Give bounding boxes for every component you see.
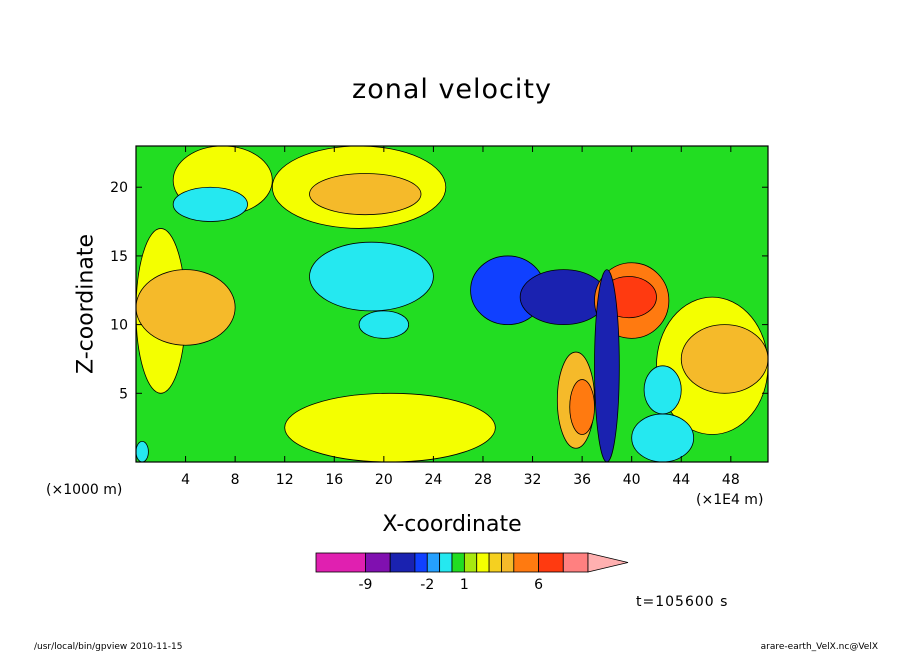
- y-tick-label: 10: [110, 318, 128, 334]
- velocity-region: [519, 269, 608, 326]
- y-tick-label: 5: [119, 386, 128, 402]
- x-tick-label: 12: [276, 472, 294, 488]
- colorbar-swatch: [439, 552, 453, 573]
- x-unit-label-left: (×1000 m): [46, 482, 123, 498]
- colorbar-label: 6: [534, 577, 543, 593]
- y-axis-label: Z-coordinate: [73, 234, 99, 374]
- x-axis-label: X-coordinate: [382, 512, 522, 537]
- time-annotation: t=105600 s: [636, 594, 729, 610]
- velocity-region: [136, 269, 236, 346]
- plot-frame: [135, 145, 769, 463]
- colorbar-swatch: [562, 552, 589, 573]
- plot-area: [135, 145, 769, 463]
- x-tick-label: 44: [672, 472, 690, 488]
- colorbar-swatch: [389, 552, 416, 573]
- colorbar-swatch: [451, 552, 465, 573]
- velocity-region: [680, 324, 768, 394]
- x-tick-label: 28: [474, 472, 492, 488]
- colorbar-swatch: [463, 552, 478, 573]
- footer-command: /usr/local/bin/gpview 2010-11-15: [34, 642, 183, 652]
- colorbar-swatch: [315, 552, 366, 573]
- colorbar-swatch: [513, 552, 539, 573]
- velocity-region: [172, 186, 248, 222]
- velocity-region: [569, 379, 595, 435]
- x-tick-label: 20: [375, 472, 393, 488]
- velocity-region: [309, 241, 434, 312]
- colorbar-swatch: [365, 552, 391, 573]
- velocity-region: [643, 365, 682, 415]
- colorbar-swatch: [501, 552, 515, 573]
- colorbar-swatch: [488, 552, 502, 573]
- y-tick-label: 15: [110, 249, 128, 265]
- colorbar: -9 -2 1 6: [315, 552, 629, 593]
- x-tick-label: 8: [231, 472, 240, 488]
- velocity-region: [136, 440, 149, 462]
- x-unit-label-right: (×1E4 m): [696, 492, 764, 508]
- x-tick-label: 4: [181, 472, 190, 488]
- x-tick-label: 24: [424, 472, 442, 488]
- colorbar-swatch: [414, 552, 428, 573]
- x-tick-label: 36: [573, 472, 591, 488]
- colorbar-swatch: [476, 552, 490, 573]
- colorbar-label: 1: [460, 577, 469, 593]
- velocity-region: [631, 413, 695, 462]
- x-tick-label: 16: [325, 472, 343, 488]
- velocity-region: [594, 269, 620, 462]
- y-axis: 5 10 15 20: [110, 180, 768, 402]
- colorbar-extension: [587, 552, 629, 573]
- colorbar-label: -9: [358, 577, 372, 593]
- velocity-region: [309, 173, 422, 216]
- footer-file: arare-earth_VelX.nc@VelX: [760, 642, 878, 652]
- x-axis: 4 8 12 16 20 24 28 32 36 40 44 48: [181, 146, 740, 488]
- colorbar-swatch: [426, 552, 441, 573]
- velocity-region: [358, 310, 410, 339]
- colorbar-label: -2: [420, 577, 434, 593]
- x-tick-label: 40: [623, 472, 641, 488]
- velocity-region: [284, 392, 496, 462]
- x-tick-label: 32: [524, 472, 542, 488]
- chart-title: zonal velocity: [352, 74, 552, 105]
- y-tick-label: 20: [110, 180, 128, 196]
- colorbar-swatch: [538, 552, 564, 573]
- x-tick-label: 48: [722, 472, 740, 488]
